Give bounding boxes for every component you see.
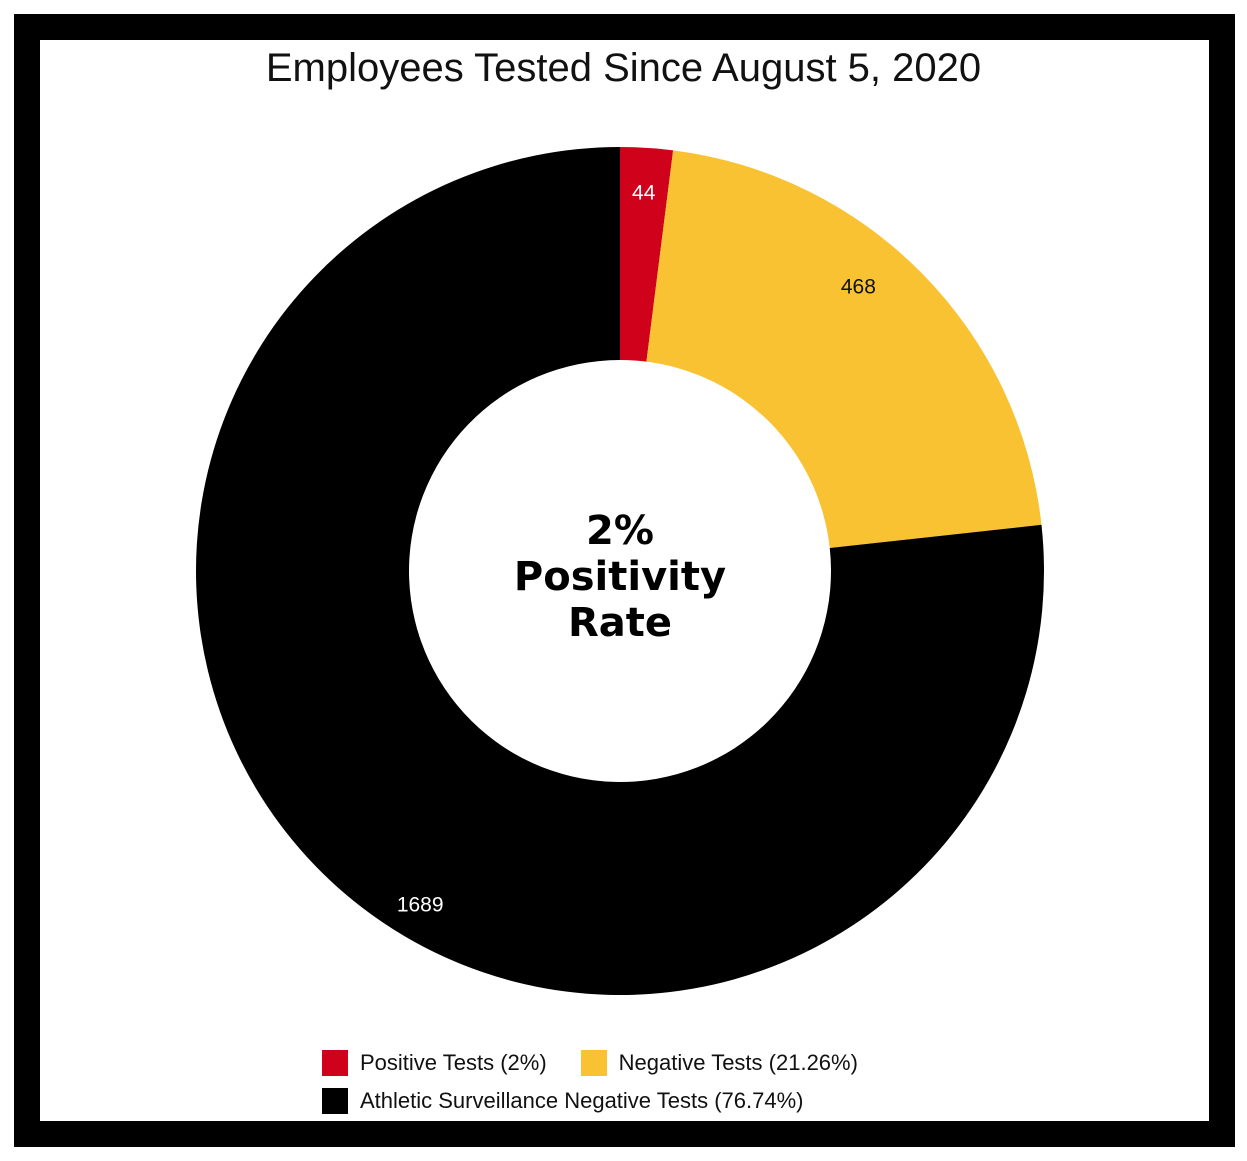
legend-label-positive: Positive Tests (2%) bbox=[360, 1050, 547, 1075]
legend: Positive Tests (2%) Negative Tests (21.2… bbox=[0, 1044, 1247, 1120]
data-label-positive: 44 bbox=[632, 181, 656, 204]
legend-swatch-positive bbox=[322, 1050, 348, 1076]
legend-label-athletic: Athletic Surveillance Negative Tests (76… bbox=[360, 1088, 804, 1113]
legend-row: Positive Tests (2%) Negative Tests (21.2… bbox=[0, 1044, 1247, 1082]
legend-row: Athletic Surveillance Negative Tests (76… bbox=[0, 1082, 1247, 1120]
legend-item-negative: Negative Tests (21.26%) bbox=[580, 1050, 858, 1076]
legend-swatch-athletic bbox=[322, 1088, 348, 1114]
donut-slice-negative bbox=[646, 150, 1042, 549]
chart-title: Employees Tested Since August 5, 2020 bbox=[265, 46, 982, 90]
center-label-line: 2% bbox=[586, 508, 654, 554]
legend-item-positive: Positive Tests (2%) bbox=[322, 1050, 547, 1076]
center-label-line: Rate bbox=[568, 600, 672, 646]
legend-label-negative: Negative Tests (21.26%) bbox=[618, 1050, 858, 1075]
donut-slice-positive bbox=[620, 147, 674, 362]
legend-item-athletic: Athletic Surveillance Negative Tests (76… bbox=[322, 1088, 803, 1114]
donut-slice-athletic bbox=[196, 147, 1045, 995]
center-label-line: Positivity bbox=[514, 554, 726, 600]
legend-swatch-negative bbox=[580, 1050, 607, 1076]
data-label-negative: 468 bbox=[841, 276, 876, 299]
data-label-athletic: 1689 bbox=[397, 893, 444, 916]
